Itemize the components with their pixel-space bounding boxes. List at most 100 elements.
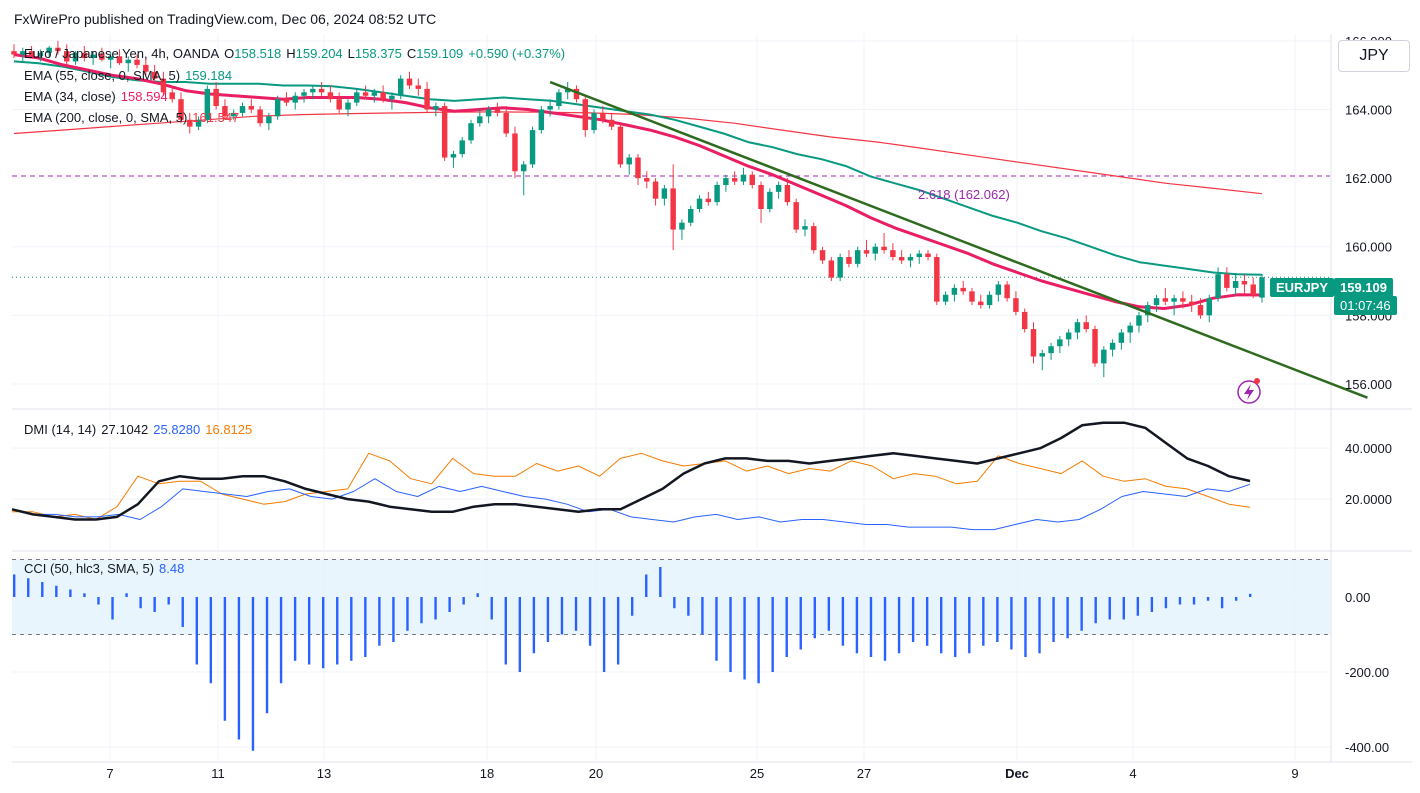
candle-body — [1039, 353, 1046, 357]
time-tick-label: 27 — [857, 766, 871, 781]
candle-body — [107, 56, 114, 60]
cci-bar — [378, 597, 381, 646]
time-tick-label: 13 — [317, 766, 331, 781]
candle-body — [626, 157, 632, 165]
candle-body — [1127, 325, 1133, 333]
ema55-legend[interactable]: EMA (55, close, 0, SMA, 5) 159.184 — [24, 68, 237, 83]
cci-bar — [827, 597, 831, 631]
h-label: H — [286, 46, 296, 61]
ema55-path — [13, 60, 1263, 276]
price-tick-label: 160.000 — [1345, 240, 1392, 255]
candle-body — [274, 99, 281, 117]
cci-bar — [476, 593, 479, 597]
dmi-legend[interactable]: DMI (14, 14) 27.1042 25.8280 16.8125 — [24, 422, 257, 437]
cci-bar — [237, 597, 241, 740]
candle-body — [178, 99, 184, 120]
time-tick-label: 4 — [1129, 766, 1136, 781]
symbol-name[interactable]: Euro / Japanese Yen, 4h, OANDA — [24, 46, 220, 61]
ema200-line — [13, 111, 1263, 195]
candle-body — [978, 301, 984, 306]
cci-bar — [1080, 597, 1083, 631]
candle-body — [64, 51, 70, 62]
trendline[interactable] — [549, 80, 1368, 399]
cci-bar — [350, 597, 353, 661]
cci-bar — [560, 597, 564, 635]
dmi-pane — [11, 421, 1251, 531]
cci-bar — [602, 597, 606, 672]
ema34-path — [13, 53, 1263, 310]
candle-body — [90, 54, 96, 59]
cci-bar — [1178, 597, 1182, 605]
cci-bar — [1108, 597, 1111, 620]
candle-body — [775, 184, 782, 192]
ema200-value: 161.547 — [192, 110, 240, 125]
candle-body — [986, 294, 993, 306]
dmi-label: DMI (14, 14) — [24, 422, 97, 437]
candle-body — [1057, 339, 1063, 347]
currency-button[interactable]: JPY — [1338, 40, 1410, 72]
candle-body — [960, 287, 966, 292]
cci-bar — [616, 597, 620, 665]
cci-bar — [813, 597, 816, 639]
candle-body — [1162, 298, 1169, 302]
cci-bar — [83, 593, 86, 597]
candle-body — [151, 71, 158, 79]
cci-bar — [1038, 597, 1041, 654]
time-tick-label: 20 — [589, 766, 603, 781]
candle-body — [1048, 346, 1054, 354]
publisher-header: FxWirePro published on TradingView.com, … — [14, 11, 437, 27]
candle-body — [468, 123, 474, 141]
candle-body — [881, 246, 887, 251]
alert-marker[interactable] — [1237, 378, 1261, 404]
candle-body — [46, 47, 52, 53]
cci-value: 8.48 — [159, 561, 185, 576]
candle-body — [705, 198, 712, 203]
candle-body — [1197, 305, 1204, 316]
candle-body — [230, 112, 237, 117]
cci-bar — [1122, 597, 1125, 620]
cci-bar — [701, 597, 704, 635]
candle-body — [512, 133, 518, 172]
l-label: L — [347, 46, 355, 61]
h-value: 159.204 — [295, 46, 343, 61]
cci-bar — [490, 597, 493, 620]
ema200-legend[interactable]: EMA (200, close, 0, SMA, 5) 161.547 — [24, 110, 244, 125]
grid-lines — [12, 34, 1412, 763]
candle-body — [1188, 301, 1195, 306]
cci-bar — [785, 597, 788, 657]
last-price-tag: 159.109 — [1334, 278, 1393, 297]
cci-bar — [757, 597, 760, 684]
candle-body — [397, 78, 404, 96]
cci-bar — [125, 593, 128, 597]
ema34-legend[interactable]: EMA (34, close) 158.594 — [24, 89, 173, 104]
trendline-path — [549, 80, 1368, 399]
candle-body — [670, 188, 676, 230]
candle-body — [55, 47, 61, 52]
candle-body — [389, 95, 395, 100]
cci-tick-label: -200.00 — [1345, 665, 1389, 680]
cci-tick-label: 0.00 — [1345, 590, 1370, 605]
cci-bar — [27, 578, 30, 597]
plus-di-value: 25.8280 — [153, 422, 201, 437]
ema55-label: EMA (55, close, 0, SMA, 5) — [24, 68, 181, 83]
candle-body — [1232, 281, 1239, 288]
cci-bar — [1136, 597, 1140, 616]
fib-label: 2.618 (162.062) — [918, 187, 1010, 202]
ema34-label: EMA (34, close) — [24, 89, 116, 104]
cci-bar — [911, 597, 915, 642]
cci-bar — [996, 597, 999, 642]
cci-legend[interactable]: CCI (50, hlc3, SMA, 5) 8.48 — [24, 561, 189, 576]
candle-body — [529, 130, 536, 165]
cci-bar — [153, 597, 156, 612]
candle-body — [925, 253, 931, 258]
minus-di-value: 16.8125 — [205, 422, 253, 437]
cci-bar — [195, 597, 198, 665]
candle-body — [1215, 274, 1221, 299]
cci-bar — [504, 597, 507, 665]
candle-body — [20, 51, 26, 55]
minus-di-line — [12, 452, 1251, 520]
time-tick-label: 18 — [480, 766, 494, 781]
cci-bar — [97, 597, 100, 605]
o-label: O — [224, 46, 235, 61]
